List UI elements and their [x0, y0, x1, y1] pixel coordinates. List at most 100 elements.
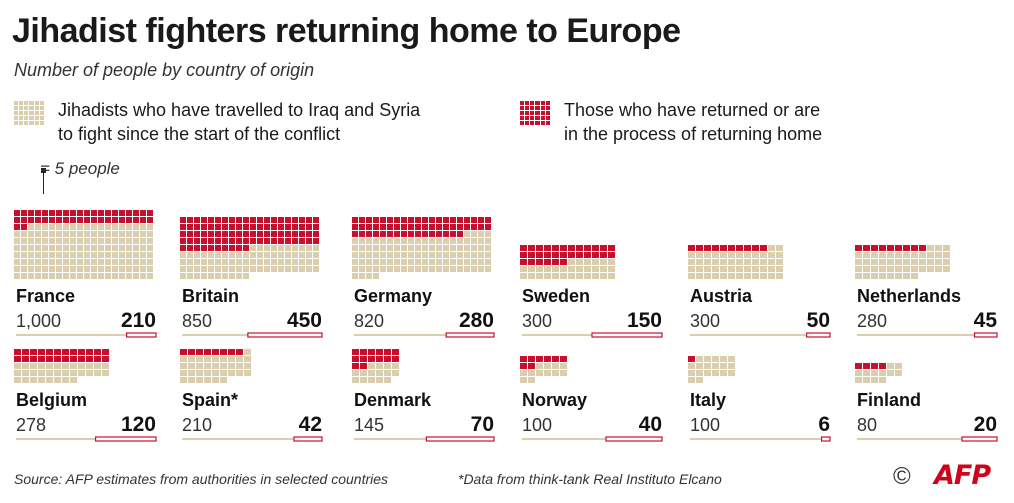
- legend-swatch-square: [545, 121, 550, 125]
- travelled-square: [30, 370, 37, 376]
- returned-square: [863, 245, 870, 251]
- returned-square: [352, 349, 359, 355]
- travelled-square: [376, 377, 383, 383]
- returned-share-bar: [94, 436, 157, 442]
- travelled-square: [201, 252, 207, 258]
- returned-square: [387, 217, 393, 223]
- travelled-square: [63, 259, 69, 265]
- travelled-square: [84, 238, 90, 244]
- travelled-square: [436, 259, 442, 265]
- travelled-square: [188, 377, 195, 383]
- returned-square: [552, 245, 559, 251]
- returned-square: [119, 210, 125, 216]
- travelled-square: [736, 259, 743, 265]
- travelled-square: [464, 231, 470, 237]
- travelled-square: [429, 245, 435, 251]
- returned-square: [46, 349, 53, 355]
- travelled-square: [140, 266, 146, 272]
- travelled-square: [285, 259, 291, 265]
- travelled-square: [485, 231, 491, 237]
- travelled-square: [271, 259, 277, 265]
- returned-square: [78, 349, 85, 355]
- travelled-square: [140, 238, 146, 244]
- travelled-square: [46, 370, 53, 376]
- returned-square: [536, 356, 543, 362]
- travelled-square: [536, 273, 543, 279]
- travelled-square: [243, 266, 249, 272]
- returned-square: [415, 224, 421, 230]
- travelled-square: [105, 266, 111, 272]
- returned-square: [126, 210, 132, 216]
- returned-square: [278, 231, 284, 237]
- travelled-square: [736, 273, 743, 279]
- returned-square: [592, 252, 599, 258]
- returned-square: [560, 259, 567, 265]
- travelled-square: [208, 252, 214, 258]
- returned-square: [98, 210, 104, 216]
- legend-swatch-square: [39, 111, 44, 115]
- returned-square: [360, 349, 367, 355]
- travelled-square: [119, 231, 125, 237]
- travelled-square: [373, 266, 379, 272]
- returned-square: [313, 231, 319, 237]
- returned-square: [243, 245, 249, 251]
- travelled-square: [696, 273, 703, 279]
- travelled-square: [352, 370, 359, 376]
- returned-square: [236, 224, 242, 230]
- travelled-square: [935, 245, 942, 251]
- travelled-square: [194, 252, 200, 258]
- returned-square: [306, 238, 312, 244]
- travelled-square: [903, 266, 910, 272]
- travelled-square: [728, 259, 735, 265]
- travelled-square: [126, 252, 132, 258]
- travelled-square: [180, 259, 186, 265]
- returned-square: [271, 224, 277, 230]
- travelled-square: [471, 252, 477, 258]
- returned-square: [84, 217, 90, 223]
- returned-square: [871, 245, 878, 251]
- returned-square: [63, 210, 69, 216]
- travelled-square: [366, 245, 372, 251]
- travelled-square: [63, 273, 69, 279]
- travelled-square: [394, 238, 400, 244]
- travelled-square: [42, 252, 48, 258]
- travelled-square: [21, 252, 27, 258]
- travelled-value: 145: [354, 415, 384, 435]
- travelled-square: [776, 259, 783, 265]
- travelled-square: [911, 259, 918, 265]
- returned-square: [306, 224, 312, 230]
- travelled-square: [380, 266, 386, 272]
- legend-swatch-square: [540, 111, 545, 115]
- legend-swatch-square: [530, 121, 535, 125]
- returned-square: [359, 231, 365, 237]
- legend-returned: Those who have returned or are in the pr…: [520, 98, 822, 146]
- returned-share-bar: [973, 332, 998, 338]
- returned-square: [429, 217, 435, 223]
- travelled-square: [696, 377, 703, 383]
- travelled-square: [102, 370, 109, 376]
- travelled-square: [126, 245, 132, 251]
- travelled-square: [376, 363, 383, 369]
- travelled-square: [696, 363, 703, 369]
- returned-square: [38, 349, 45, 355]
- returned-square: [443, 231, 449, 237]
- returned-square: [187, 231, 193, 237]
- travelled-square: [105, 231, 111, 237]
- legend-swatch-square: [540, 121, 545, 125]
- travelled-square: [112, 245, 118, 251]
- footnote: *Data from think-tank Real Instituto Elc…: [458, 471, 722, 487]
- country-name: Finland: [857, 390, 921, 410]
- travelled-square: [429, 252, 435, 258]
- travelled-square: [42, 224, 48, 230]
- travelled-square: [236, 266, 242, 272]
- travelled-square: [528, 273, 535, 279]
- travelled-square: [257, 266, 263, 272]
- travelled-square: [133, 231, 139, 237]
- travelled-square: [257, 252, 263, 258]
- travelled-square: [91, 231, 97, 237]
- returned-square: [229, 231, 235, 237]
- travelled-square: [752, 259, 759, 265]
- travelled-square: [119, 259, 125, 265]
- travelled-square: [42, 238, 48, 244]
